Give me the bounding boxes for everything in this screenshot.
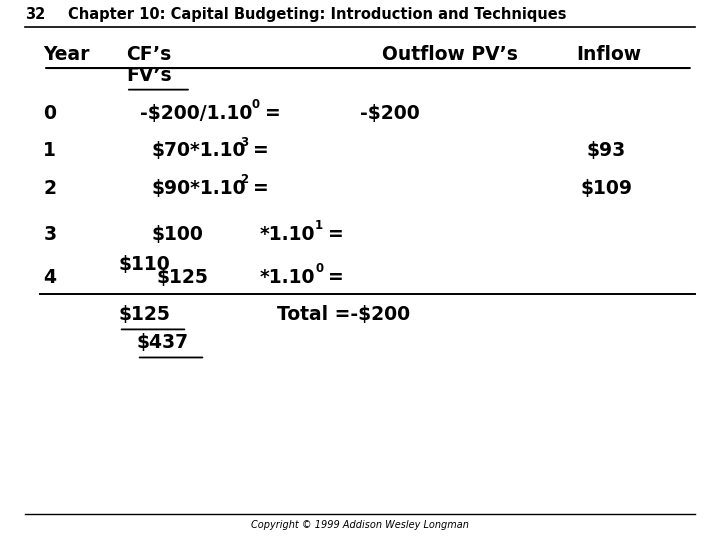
Text: 0: 0 [315, 262, 323, 275]
Text: FV’s: FV’s [126, 66, 171, 85]
Text: -$200/1.10: -$200/1.10 [140, 104, 253, 123]
Text: $437: $437 [137, 333, 189, 352]
Text: Total =-$200: Total =-$200 [277, 305, 410, 324]
Text: 2: 2 [240, 173, 248, 186]
Text: =: = [328, 268, 343, 287]
Text: $125: $125 [119, 305, 171, 324]
Text: 3: 3 [43, 225, 56, 244]
Text: CF’s: CF’s [126, 45, 171, 64]
Text: -$200: -$200 [360, 104, 420, 123]
Text: 0: 0 [252, 98, 260, 111]
Text: 3: 3 [240, 136, 248, 148]
Text: 32: 32 [25, 6, 45, 22]
Text: Year: Year [43, 45, 90, 64]
Text: $93: $93 [587, 141, 626, 160]
Text: $70*1.10: $70*1.10 [151, 141, 246, 160]
Text: $100: $100 [151, 225, 203, 244]
Text: $90*1.10: $90*1.10 [151, 179, 246, 198]
Text: *1.10: *1.10 [259, 268, 315, 287]
Text: $110: $110 [119, 255, 171, 274]
Text: $125: $125 [157, 268, 209, 287]
Text: 2: 2 [43, 179, 56, 198]
Text: *1.10: *1.10 [259, 225, 315, 244]
Text: 1: 1 [43, 141, 56, 160]
Text: Inflow: Inflow [576, 45, 641, 64]
Text: 4: 4 [43, 268, 56, 287]
Text: =: = [253, 141, 269, 160]
Text: Outflow PV’s: Outflow PV’s [382, 45, 518, 64]
Text: Copyright © 1999 Addison Wesley Longman: Copyright © 1999 Addison Wesley Longman [251, 520, 469, 530]
Text: =: = [328, 225, 343, 244]
Text: $109: $109 [580, 179, 632, 198]
Text: 0: 0 [43, 104, 56, 123]
Text: Chapter 10: Capital Budgeting: Introduction and Techniques: Chapter 10: Capital Budgeting: Introduct… [68, 6, 567, 22]
Text: =: = [253, 179, 269, 198]
Text: =: = [265, 104, 281, 123]
Text: 1: 1 [315, 219, 323, 232]
